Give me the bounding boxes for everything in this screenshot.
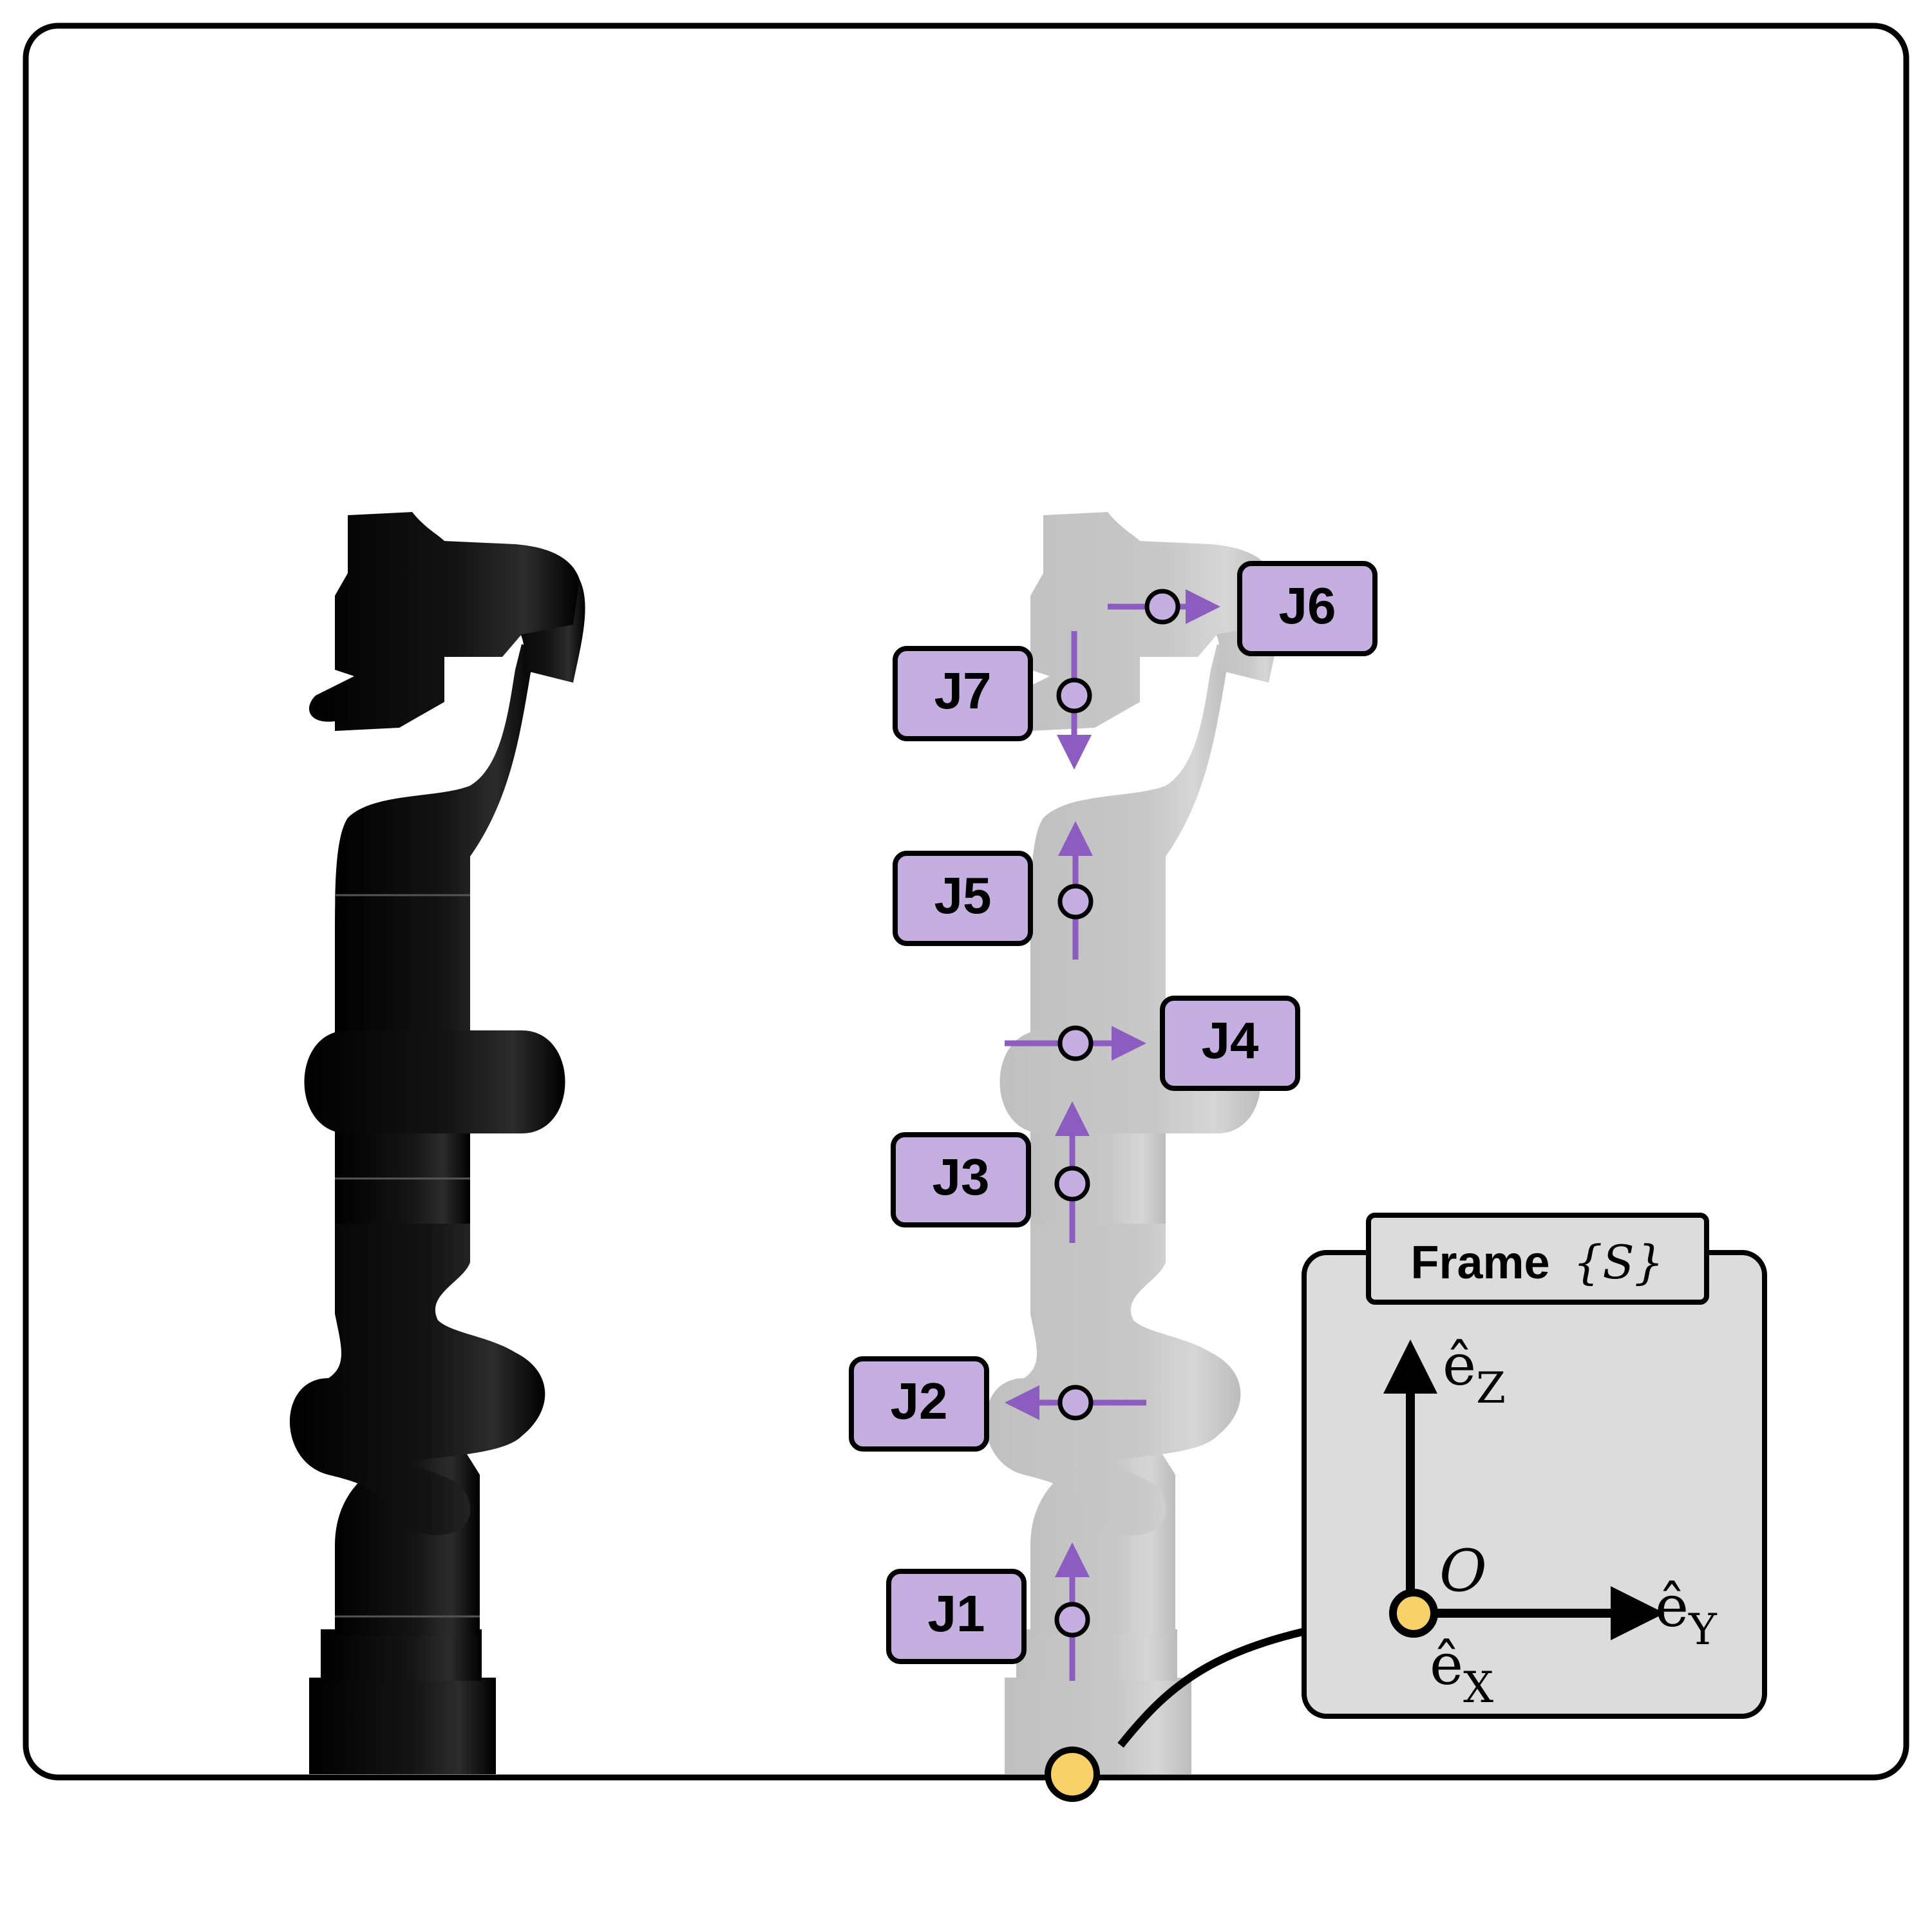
joint-markers [1054,589,1180,1638]
j4-label: J4 [1160,996,1300,1091]
frame-title: Frame {S} [1410,1235,1663,1289]
frame-origin-dot [1389,1589,1438,1638]
j2-label: J2 [849,1356,989,1452]
origin-label: O [1439,1537,1487,1605]
j1-marker[interactable] [1054,1602,1090,1638]
x-axis-label: êX [1430,1631,1493,1712]
j4-marker[interactable] [1057,1025,1094,1061]
j1-label: J1 [886,1569,1027,1664]
svg-text:J1: J1 [928,1585,985,1642]
j5-label: J5 [893,851,1033,946]
svg-text:J4: J4 [1202,1012,1259,1069]
j2-marker[interactable] [1057,1385,1094,1421]
svg-text:J2: J2 [891,1372,948,1430]
j5-marker[interactable] [1057,884,1094,920]
frame-panel: Frame {S} O êZ êY êX [1302,1213,1767,1719]
j7-marker[interactable] [1056,677,1092,714]
base-origin-dot [1045,1747,1100,1802]
j6-marker[interactable] [1144,589,1180,625]
frame-title-tab [1366,1213,1709,1305]
j3-label: J3 [891,1132,1031,1227]
j6-label: J6 [1237,561,1378,656]
j7-label: J7 [893,646,1033,741]
j3-marker[interactable] [1054,1166,1090,1202]
svg-text:J5: J5 [934,867,992,924]
svg-text:J6: J6 [1279,577,1336,634]
svg-text:J7: J7 [934,662,992,719]
joint-labels: J1 J2 J3 J4 J5 J6 J7 [849,561,1378,1664]
z-axis-label: êZ [1443,1332,1506,1413]
robot-arm-solid [290,512,585,1774]
y-axis-label: êY [1655,1573,1718,1654]
svg-text:J3: J3 [933,1148,990,1206]
